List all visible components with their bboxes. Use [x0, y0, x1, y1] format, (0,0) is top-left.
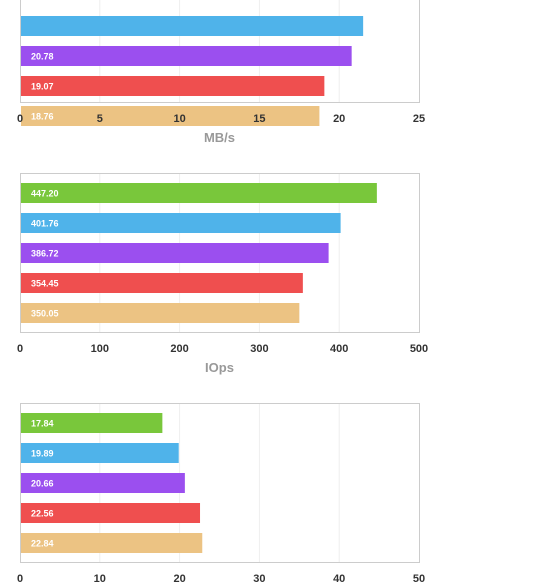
chart-3-x-tick-label: 0: [17, 573, 23, 585]
chart-1-bar-value-label: 19.07: [31, 82, 54, 92]
chart-2-bar: [21, 303, 300, 323]
chart-2-x-tick-label: 500: [410, 343, 428, 355]
chart-1-x-tick-label: 20: [333, 113, 345, 125]
chart-3-x-tick-label: 30: [253, 573, 265, 585]
chart-3-bar: [21, 533, 203, 553]
chart-2-bar-value-label: 447.20: [31, 189, 59, 199]
chart-2-bar-value-label: 401.76: [31, 219, 59, 229]
chart-3-bar-value-label: 17.84: [31, 419, 54, 429]
chart-3-bar: [21, 503, 201, 523]
chart-2-plot-frame: [20, 173, 420, 333]
chart-2-bar: [21, 213, 341, 233]
chart-2-x-tick-label: 300: [250, 343, 268, 355]
chart-1-bar-value-label: 18.76: [31, 112, 54, 122]
chart-3-bar: [21, 413, 163, 433]
chart-3-bar-value-label: 22.84: [31, 539, 54, 549]
chart-2-bar: [21, 273, 303, 293]
chart-1-x-tick-label: 0: [17, 113, 23, 125]
chart-2-bar: [21, 183, 377, 203]
chart-2-x-tick-label: 100: [91, 343, 109, 355]
chart-1-plot-frame: [20, 0, 420, 103]
chart-1-bar: [21, 106, 320, 126]
chart-3-bar: [21, 473, 185, 493]
chart-3-bar-value-label: 20.66: [31, 479, 54, 489]
chart-2-bar-value-label: 354.45: [31, 279, 59, 289]
chart-2-bar-value-label: 350.05: [31, 309, 59, 319]
chart-3-bar: [21, 443, 179, 463]
chart-2-x-tick-label: 0: [17, 343, 23, 355]
chart-1-bar-value-label: 20.78: [31, 52, 54, 62]
chart-1-x-tick-label: 5: [97, 113, 103, 125]
chart-2-bar: [21, 243, 329, 263]
chart-1-bar: [21, 46, 352, 66]
chart-1-x-axis-label: MB/s: [204, 130, 235, 145]
chart-3-x-tick-label: 10: [94, 573, 106, 585]
chart-3-x-tick-label: 50: [413, 573, 425, 585]
chart-3-bar-value-label: 22.56: [31, 509, 54, 519]
chart-1-x-tick-label: 10: [173, 113, 185, 125]
chart-2-bar-value-label: 386.72: [31, 249, 59, 259]
chart-3-bar-value-label: 19.89: [31, 449, 54, 459]
chart-1-x-tick-label: 25: [413, 113, 425, 125]
chart-1-bar: [21, 16, 364, 36]
chart-3-x-tick-label: 20: [173, 573, 185, 585]
chart-1-x-tick-label: 15: [253, 113, 265, 125]
chart-2-x-tick-label: 200: [170, 343, 188, 355]
chart-3-plot-frame: [20, 403, 420, 563]
chart-2-x-tick-label: 400: [330, 343, 348, 355]
chart-1-bar: [21, 76, 325, 96]
chart-2-x-axis-label: IOps: [205, 360, 234, 375]
chart-3-x-tick-label: 40: [333, 573, 345, 585]
